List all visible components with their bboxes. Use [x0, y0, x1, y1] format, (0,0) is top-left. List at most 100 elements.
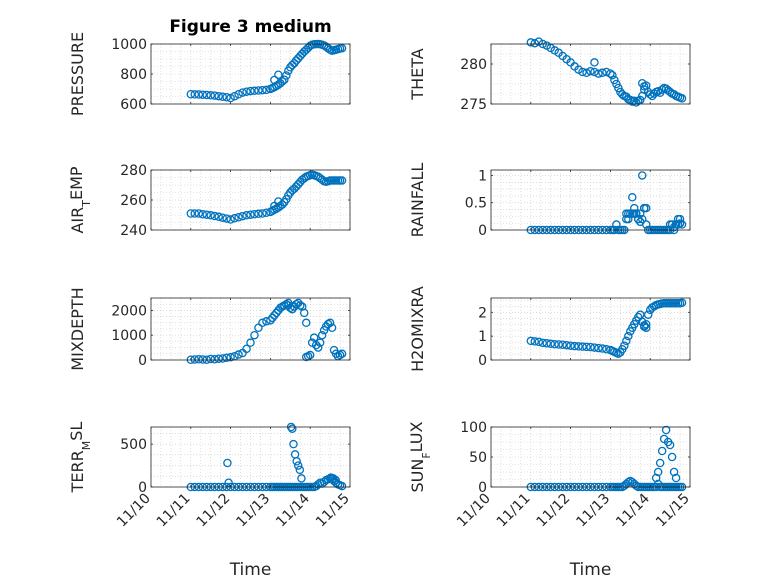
data-point	[636, 217, 645, 227]
data-point	[655, 458, 665, 468]
data-point	[194, 90, 204, 99]
data-point	[661, 425, 671, 435]
data-point	[246, 210, 255, 219]
data-point	[651, 473, 661, 483]
markers-terr-msl	[186, 422, 347, 492]
y-tick-label: 275	[460, 97, 487, 113]
y-tick-label: 1000	[111, 328, 147, 344]
data-point	[677, 94, 687, 103]
y-tick-label: 0	[138, 480, 147, 496]
data-point	[586, 66, 595, 76]
data-point	[223, 458, 232, 468]
data-point	[222, 214, 231, 223]
data-point	[258, 209, 267, 218]
data-point	[665, 440, 675, 450]
data-point	[632, 481, 641, 491]
data-point	[317, 330, 327, 340]
data-point	[622, 336, 631, 346]
data-point	[590, 67, 599, 77]
data-point	[198, 90, 207, 99]
data-point	[250, 86, 259, 96]
data-point	[186, 209, 196, 218]
y-tick-label: 240	[120, 223, 147, 239]
data-point	[262, 208, 271, 217]
markers-air-temp	[186, 170, 347, 224]
y-tick-label: 2000	[111, 303, 147, 319]
data-point	[641, 323, 651, 333]
data-point	[614, 83, 623, 93]
data-point	[337, 481, 347, 491]
data-point	[530, 337, 540, 346]
y-tick-label: 1000	[111, 37, 147, 53]
x-tick-label: 11/15	[313, 491, 353, 531]
data-point	[578, 67, 587, 77]
data-point	[327, 323, 337, 333]
data-point	[608, 70, 617, 80]
data-point	[590, 343, 599, 352]
x-tick-label: 11/13	[573, 491, 613, 531]
data-point	[590, 58, 599, 67]
y-tick-label: 0	[478, 480, 487, 496]
data-point	[594, 343, 603, 353]
data-point	[288, 304, 297, 314]
y-tick-label: 50	[469, 450, 487, 466]
data-point	[570, 341, 579, 351]
x-tick-label: 11/12	[534, 491, 574, 531]
data-point	[675, 219, 685, 228]
data-point	[331, 349, 341, 359]
axes-frame-mixdepth	[150, 297, 351, 361]
y-tick-label: 2	[478, 305, 487, 321]
data-point	[294, 461, 303, 470]
data-point	[630, 96, 639, 106]
data-point	[280, 75, 289, 84]
data-point	[186, 90, 196, 99]
data-point	[598, 68, 607, 78]
data-point	[335, 350, 345, 360]
data-point	[669, 467, 679, 477]
x-axis-label: Time	[229, 560, 272, 580]
data-point	[214, 91, 223, 101]
data-point	[262, 85, 271, 95]
data-point	[538, 338, 547, 348]
data-point	[526, 38, 536, 47]
data-point	[598, 344, 607, 353]
axes-mixdepth: 0 1000 2000 MIXDEPTH	[68, 287, 351, 371]
data-point	[230, 214, 239, 223]
axes-frame-theta	[490, 43, 691, 105]
data-point	[218, 213, 227, 222]
data-point	[190, 209, 200, 218]
data-point	[198, 209, 207, 219]
x-tick-label: 11/11	[494, 491, 534, 531]
data-point	[337, 349, 347, 359]
data-point	[301, 352, 311, 362]
data-point	[226, 215, 235, 224]
y-tick-label: 0	[478, 353, 487, 369]
data-point	[234, 212, 243, 222]
data-point	[206, 354, 215, 364]
data-point	[210, 355, 219, 364]
grid-rainfall	[490, 170, 691, 231]
y-tick-label: 0.5	[465, 196, 487, 212]
data-point	[254, 209, 263, 219]
x-tick-label: 11/14	[613, 490, 653, 530]
data-point	[337, 43, 347, 53]
data-point	[254, 86, 263, 95]
data-point	[331, 475, 340, 485]
data-point	[226, 93, 235, 103]
data-point	[292, 457, 301, 466]
y-tick-label: 100	[460, 420, 487, 436]
x-tick-label: 11/12	[194, 491, 234, 531]
data-point	[526, 336, 536, 346]
data-point	[222, 353, 231, 363]
axes-pressure: 600 800 1000 PRESSURE Figure 3 medium	[68, 17, 351, 116]
data-point	[210, 91, 219, 100]
x-tick-label: 11/13	[233, 491, 273, 531]
data-point	[202, 210, 211, 219]
y-tick-label: 0	[478, 223, 487, 239]
data-point	[612, 79, 621, 89]
axes-air-temp: 240 260 280 AIRTEMP	[67, 163, 351, 239]
data-point	[542, 339, 551, 348]
data-point	[578, 342, 587, 351]
data-point	[274, 197, 283, 206]
data-point	[214, 354, 223, 364]
